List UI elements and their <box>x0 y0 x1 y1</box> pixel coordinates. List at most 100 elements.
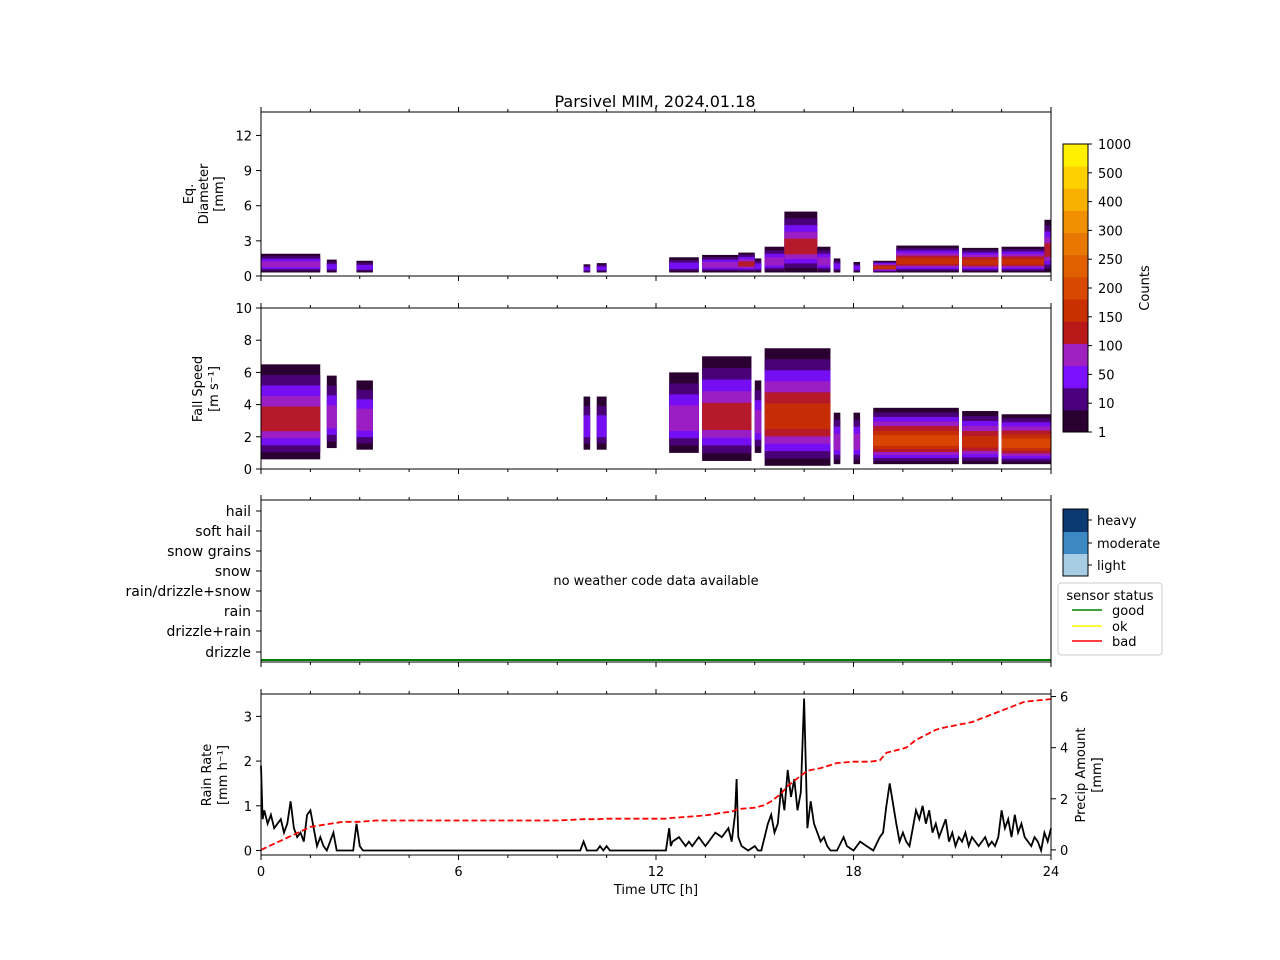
colorbar-block <box>1063 166 1088 189</box>
fall-speed-segment-band <box>1002 439 1051 448</box>
colorbar-block <box>1063 388 1088 411</box>
diameter-segment-band <box>584 267 591 270</box>
fall-speed-segment-band <box>765 403 831 429</box>
fall-speed-segment-band <box>356 409 372 431</box>
fall-speed-ytick-label: 2 <box>244 431 252 446</box>
colorbar-tick-label: 1000 <box>1098 138 1131 153</box>
diameter-ytick-label: 0 <box>244 270 252 285</box>
fall-speed-segment-band <box>755 410 762 433</box>
colorbar-block <box>1063 366 1088 389</box>
intensity-heavy-swatch <box>1063 509 1088 532</box>
colorbar-tick-label: 250 <box>1098 253 1123 268</box>
diameter-segment-band <box>962 259 998 264</box>
colorbar-tick-label: 1 <box>1098 426 1106 441</box>
diameter-segment-band <box>702 262 738 268</box>
counts-colorbar: 1 10 50 100 150 200 250 300 400 500 1000 Counts <box>1063 138 1153 441</box>
diameter-segment-band <box>738 261 754 266</box>
diameter-ytick-label: 6 <box>244 200 252 215</box>
colorbar-block <box>1063 321 1088 344</box>
diameter-ytick-label: 12 <box>235 129 252 144</box>
colorbar-block <box>1063 144 1088 167</box>
diameter-segment-band <box>356 265 372 270</box>
precip-ytick-label: 4 <box>1060 742 1068 757</box>
fall-speed-segment-band <box>962 436 998 448</box>
diameter-segment-band <box>597 266 607 270</box>
precip-ytick-label: 2 <box>1060 793 1068 808</box>
colorbar-block <box>1063 210 1088 233</box>
colorbar-block <box>1063 255 1088 278</box>
fall-speed-panel: 0 2 4 6 8 10 Fall Speed [m s⁻¹] <box>191 302 1051 478</box>
colorbar-tick-label: 200 <box>1098 282 1123 297</box>
diameter-segment-band <box>784 239 817 255</box>
diameter-ylabel-2: Diameter <box>197 163 212 224</box>
figure-title: Parsivel MIM, 2024.01.18 <box>554 92 755 111</box>
weather-category-label: rain/drizzle+snow <box>126 584 251 600</box>
colorbar-tick-label: 150 <box>1098 311 1123 326</box>
fall-speed-segment-band <box>261 407 320 432</box>
precip-ylabel-1: Precip Amount <box>1074 728 1089 823</box>
diameter-segment-band <box>1002 259 1048 265</box>
diameter-segment-band <box>261 261 320 267</box>
intensity-legend: heavy moderate light <box>1063 509 1160 576</box>
no-data-message: no weather code data available <box>553 574 758 589</box>
diameter-segment-band <box>755 263 762 269</box>
diameter-ytick-label: 9 <box>244 165 252 180</box>
diameter-segment-band <box>669 263 699 269</box>
sensor-status-legend: sensor status good ok bad <box>1058 583 1162 655</box>
diameter-segment-band <box>1044 243 1051 257</box>
colorbar-tick-label: 10 <box>1098 397 1115 412</box>
figure: Parsivel MIM, 2024.01.18 036912 Eq. Diam… <box>0 0 1280 960</box>
precip-ytick-label: 6 <box>1060 691 1068 706</box>
rain-rate-xtick-label: 18 <box>845 865 862 880</box>
fall-speed-segment-band <box>327 405 337 428</box>
colorbar-tick-label: 100 <box>1098 340 1123 355</box>
fall-speed-segment-band <box>597 415 607 437</box>
rain-rate-xtick-label: 12 <box>648 865 665 880</box>
weather-category-label: soft hail <box>195 524 251 540</box>
rain-rate-xtick-label: 24 <box>1043 865 1060 880</box>
colorbar-block <box>1063 233 1088 256</box>
fall-speed-segment-band <box>669 405 699 431</box>
status-ok-label: ok <box>1112 620 1128 635</box>
status-bad-label: bad <box>1112 635 1136 650</box>
rain-rate-ytick-label: 3 <box>244 710 252 725</box>
rain-rate-xtick-label: 6 <box>454 865 462 880</box>
fall-speed-ytick-label: 4 <box>244 399 252 414</box>
fall-speed-ytick-label: 0 <box>244 463 252 478</box>
status-legend-title: sensor status <box>1066 589 1153 604</box>
colorbar-block <box>1063 299 1088 322</box>
rain-rate-ytick-label: 1 <box>244 800 252 815</box>
rain-rate-ylabel-2: [mm h⁻¹] <box>216 745 231 805</box>
diameter-panel: 0 3 6 9 12 Eq. Diameter [mm] <box>182 107 1051 285</box>
intensity-label-moderate: moderate <box>1097 537 1160 552</box>
fall-speed-ylabel-2: [m s⁻¹] <box>207 366 222 412</box>
colorbar-block <box>1063 188 1088 211</box>
colorbar-tick-label: 400 <box>1098 196 1123 211</box>
time-xlabel: Time UTC [h] <box>613 883 698 898</box>
intensity-label-heavy: heavy <box>1097 514 1137 529</box>
weather-category-label: drizzle <box>205 645 251 661</box>
colorbar-block <box>1063 410 1088 433</box>
precip-ytick-label: 0 <box>1060 844 1068 859</box>
diameter-segment-band <box>854 266 861 270</box>
colorbar-label: Counts <box>1138 265 1153 311</box>
fall-speed-ytick-label: 8 <box>244 334 252 349</box>
diameter-segment-band <box>817 257 830 265</box>
fall-speed-ytick-label: 10 <box>235 302 252 317</box>
diameter-segment-band <box>834 263 841 269</box>
colorbar-tick-label: 300 <box>1098 224 1123 239</box>
weather-category-label: rain <box>224 604 251 620</box>
weather-category-label: drizzle+rain <box>166 624 251 640</box>
fall-speed-segment-band <box>834 434 841 450</box>
rain_rate-line <box>261 699 1051 851</box>
diameter-segment-band <box>327 264 337 269</box>
rain-rate-ytick-label: 2 <box>244 755 252 770</box>
intensity-label-light: light <box>1097 559 1126 574</box>
fall-speed-ytick-label: 6 <box>244 366 252 381</box>
status-good-label: good <box>1112 604 1144 619</box>
rain-rate-xtick-label: 0 <box>257 865 265 880</box>
colorbar-tick-label: 500 <box>1098 167 1123 182</box>
fall-speed-ylabel-1: Fall Speed <box>191 356 206 422</box>
rain-rate-ytick-label: 0 <box>244 845 252 860</box>
